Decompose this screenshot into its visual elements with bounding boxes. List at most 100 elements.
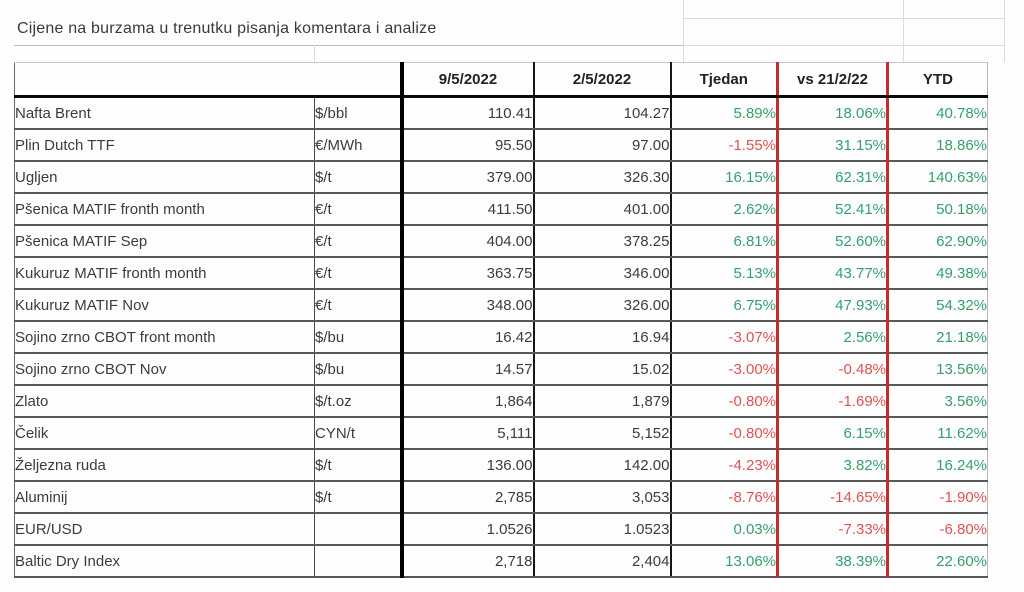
price-previous-cell[interactable]: 2,404 <box>533 545 672 578</box>
ytd-change-cell[interactable]: -6.80% <box>887 513 988 546</box>
unit-cell[interactable]: CYN/t <box>314 417 404 450</box>
unit-cell[interactable]: €/t <box>314 289 404 322</box>
weekly-change-cell[interactable]: -1.55% <box>670 129 779 162</box>
price-current-cell[interactable]: 2,785 <box>401 481 535 514</box>
ytd-change-cell[interactable]: 13.56% <box>887 353 988 386</box>
ytd-change-cell[interactable]: -1.90% <box>887 481 988 514</box>
ytd-change-cell[interactable]: 62.90% <box>887 225 988 258</box>
unit-cell[interactable]: $/t <box>314 161 404 194</box>
ytd-change-cell[interactable]: 49.38% <box>887 257 988 290</box>
ytd-change-cell[interactable]: 50.18% <box>887 193 988 226</box>
price-current-cell[interactable]: 14.57 <box>401 353 535 386</box>
unit-cell[interactable]: $/bu <box>314 321 404 354</box>
commodity-name-cell[interactable]: Zlato <box>14 385 315 418</box>
unit-cell[interactable]: €/t <box>314 257 404 290</box>
commodity-name-cell[interactable]: Nafta Brent <box>14 96 315 130</box>
unit-cell[interactable]: €/t <box>314 193 404 226</box>
commodity-name-cell[interactable]: Plin Dutch TTF <box>14 129 315 162</box>
weekly-change-cell[interactable]: 16.15% <box>670 161 779 194</box>
vs-feb-change-cell[interactable]: 43.77% <box>777 257 889 290</box>
vs-feb-change-cell[interactable]: -14.65% <box>777 481 889 514</box>
price-previous-cell[interactable]: 142.00 <box>533 449 672 482</box>
weekly-change-cell[interactable]: 6.75% <box>670 289 779 322</box>
price-previous-cell[interactable]: 378.25 <box>533 225 672 258</box>
commodity-name-cell[interactable]: Aluminij <box>14 481 315 514</box>
vs-feb-change-cell[interactable]: 6.15% <box>777 417 889 450</box>
vs-feb-change-cell[interactable]: 31.15% <box>777 129 889 162</box>
weekly-change-cell[interactable]: -0.80% <box>670 417 779 450</box>
price-current-cell[interactable]: 2,718 <box>401 545 535 578</box>
price-previous-cell[interactable]: 1.0523 <box>533 513 672 546</box>
price-previous-cell[interactable]: 16.94 <box>533 321 672 354</box>
commodity-name-cell[interactable]: Baltic Dry Index <box>14 545 315 578</box>
weekly-change-cell[interactable]: 0.03% <box>670 513 779 546</box>
ytd-change-cell[interactable]: 18.86% <box>887 129 988 162</box>
unit-cell[interactable] <box>314 513 404 546</box>
ytd-change-cell[interactable]: 40.78% <box>887 96 988 130</box>
price-current-cell[interactable]: 95.50 <box>401 129 535 162</box>
price-previous-cell[interactable]: 346.00 <box>533 257 672 290</box>
price-previous-cell[interactable]: 104.27 <box>533 96 672 130</box>
ytd-change-cell[interactable]: 21.18% <box>887 321 988 354</box>
header-date-previous[interactable]: 2/5/2022 <box>533 62 672 98</box>
price-previous-cell[interactable]: 326.30 <box>533 161 672 194</box>
weekly-change-cell[interactable]: -0.80% <box>670 385 779 418</box>
weekly-change-cell[interactable]: -3.00% <box>670 353 779 386</box>
price-previous-cell[interactable]: 326.00 <box>533 289 672 322</box>
price-current-cell[interactable]: 404.00 <box>401 225 535 258</box>
price-current-cell[interactable]: 363.75 <box>401 257 535 290</box>
unit-cell[interactable] <box>314 545 404 578</box>
commodity-name-cell[interactable]: Ugljen <box>14 161 315 194</box>
header-week[interactable]: Tjedan <box>670 62 779 98</box>
price-previous-cell[interactable]: 15.02 <box>533 353 672 386</box>
weekly-change-cell[interactable]: 5.89% <box>670 96 779 130</box>
commodity-name-cell[interactable]: Pšenica MATIF fronth month <box>14 193 315 226</box>
unit-cell[interactable]: $/t <box>314 449 404 482</box>
weekly-change-cell[interactable]: 6.81% <box>670 225 779 258</box>
commodity-name-cell[interactable]: EUR/USD <box>14 513 315 546</box>
price-current-cell[interactable]: 411.50 <box>401 193 535 226</box>
price-current-cell[interactable]: 1.0526 <box>401 513 535 546</box>
header-ytd[interactable]: YTD <box>887 62 988 98</box>
ytd-change-cell[interactable]: 22.60% <box>887 545 988 578</box>
vs-feb-change-cell[interactable]: -7.33% <box>777 513 889 546</box>
ytd-change-cell[interactable]: 140.63% <box>887 161 988 194</box>
unit-cell[interactable]: $/t.oz <box>314 385 404 418</box>
ytd-change-cell[interactable]: 54.32% <box>887 289 988 322</box>
vs-feb-change-cell[interactable]: 52.41% <box>777 193 889 226</box>
unit-cell[interactable]: €/MWh <box>314 129 404 162</box>
price-previous-cell[interactable]: 97.00 <box>533 129 672 162</box>
price-previous-cell[interactable]: 3,053 <box>533 481 672 514</box>
ytd-change-cell[interactable]: 16.24% <box>887 449 988 482</box>
unit-cell[interactable]: $/bu <box>314 353 404 386</box>
unit-cell[interactable]: €/t <box>314 225 404 258</box>
header-date-current[interactable]: 9/5/2022 <box>401 62 535 98</box>
vs-feb-change-cell[interactable]: -0.48% <box>777 353 889 386</box>
unit-cell[interactable]: $/bbl <box>314 96 404 130</box>
commodity-name-cell[interactable]: Sojino zrno CBOT Nov <box>14 353 315 386</box>
weekly-change-cell[interactable]: 13.06% <box>670 545 779 578</box>
commodity-name-cell[interactable]: Kukuruz MATIF fronth month <box>14 257 315 290</box>
price-current-cell[interactable]: 348.00 <box>401 289 535 322</box>
vs-feb-change-cell[interactable]: 52.60% <box>777 225 889 258</box>
weekly-change-cell[interactable]: 2.62% <box>670 193 779 226</box>
weekly-change-cell[interactable]: 5.13% <box>670 257 779 290</box>
vs-feb-change-cell[interactable]: 18.06% <box>777 96 889 130</box>
vs-feb-change-cell[interactable]: 2.56% <box>777 321 889 354</box>
vs-feb-change-cell[interactable]: 62.31% <box>777 161 889 194</box>
commodity-name-cell[interactable]: Čelik <box>14 417 315 450</box>
price-previous-cell[interactable]: 1,879 <box>533 385 672 418</box>
weekly-change-cell[interactable]: -4.23% <box>670 449 779 482</box>
commodity-name-cell[interactable]: Kukuruz MATIF Nov <box>14 289 315 322</box>
commodity-name-cell[interactable]: Sojino zrno CBOT front month <box>14 321 315 354</box>
price-previous-cell[interactable]: 5,152 <box>533 417 672 450</box>
unit-cell[interactable]: $/t <box>314 481 404 514</box>
weekly-change-cell[interactable]: -3.07% <box>670 321 779 354</box>
header-blank-cell[interactable] <box>14 62 404 98</box>
price-current-cell[interactable]: 379.00 <box>401 161 535 194</box>
commodity-name-cell[interactable]: Pšenica MATIF Sep <box>14 225 315 258</box>
price-current-cell[interactable]: 110.41 <box>401 96 535 130</box>
ytd-change-cell[interactable]: 11.62% <box>887 417 988 450</box>
vs-feb-change-cell[interactable]: -1.69% <box>777 385 889 418</box>
price-previous-cell[interactable]: 401.00 <box>533 193 672 226</box>
